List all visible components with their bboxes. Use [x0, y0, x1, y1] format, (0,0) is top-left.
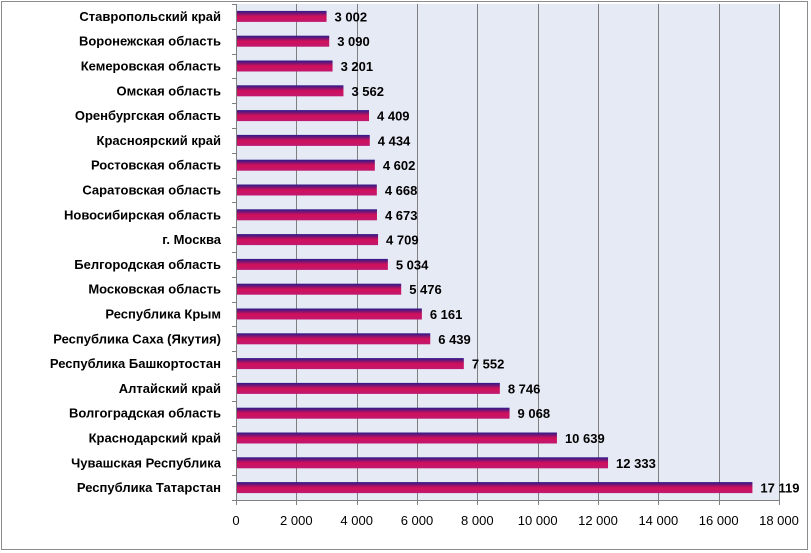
- bar: [236, 333, 431, 345]
- category-label: Краснодарский край: [89, 431, 221, 446]
- category-label: Республика Татарстан: [77, 480, 221, 495]
- bar: [236, 283, 402, 295]
- category-label: Белгородская область: [74, 257, 221, 272]
- value-label: 3 002: [335, 9, 368, 24]
- bar: [236, 60, 333, 72]
- bar: [236, 258, 388, 270]
- plot-area: [236, 4, 779, 500]
- bar: [236, 308, 422, 320]
- value-label: 4 409: [377, 109, 410, 124]
- value-labels: 3 002 3 090 3 201 3 562 4 409 4 434 4 602 4 668…: [335, 9, 800, 495]
- category-label: Ставропольский край: [79, 9, 221, 24]
- value-label: 4 673: [385, 208, 418, 223]
- value-label: 5 476: [409, 282, 442, 297]
- bar: [236, 234, 379, 246]
- value-label: 17 119: [760, 481, 799, 496]
- category-label: Волгоградская область: [69, 406, 221, 421]
- value-label: 8 746: [508, 381, 541, 396]
- value-label: 9 068: [518, 406, 551, 421]
- x-tick-label: 4 000: [340, 513, 373, 528]
- bar: [236, 457, 609, 469]
- category-label: г. Москва: [162, 232, 221, 247]
- category-label: Красноярский край: [97, 133, 221, 148]
- value-label: 5 034: [396, 257, 429, 272]
- value-label: 4 709: [386, 233, 419, 248]
- value-label: 10 639: [565, 431, 605, 446]
- bar: [236, 407, 510, 419]
- bar: [236, 184, 377, 196]
- x-tick-label: 6 000: [401, 513, 434, 528]
- x-tick-label: 2 000: [280, 513, 313, 528]
- value-label: 6 161: [430, 307, 463, 322]
- category-label: Алтайский край: [119, 381, 221, 396]
- category-label: Республика Крым: [105, 307, 221, 322]
- x-tick-label: 12 000: [578, 513, 618, 528]
- bar: [236, 432, 557, 444]
- category-label: Московская область: [88, 282, 221, 297]
- bar: [236, 110, 370, 122]
- x-tick-label: 16 000: [699, 513, 739, 528]
- category-label: Оренбургская область: [75, 108, 221, 123]
- category-label: Чувашская Республика: [71, 455, 222, 470]
- category-label: Саратовская область: [82, 183, 221, 198]
- category-labels: Ставропольский край Воронежская область Ке…: [50, 9, 222, 495]
- bar: [236, 134, 370, 146]
- value-label: 4 602: [383, 158, 416, 173]
- bar: [236, 482, 753, 494]
- bars: [236, 10, 753, 494]
- bar: [236, 209, 377, 221]
- x-axis: 0 2 000 4 000 6 000 8 000 10 000 12 000 14 000 1…: [232, 4, 799, 528]
- bar: [236, 10, 327, 22]
- bar: [236, 358, 464, 370]
- x-tick-label: 10 000: [518, 513, 558, 528]
- bar: [236, 159, 375, 171]
- category-label: Кемеровская область: [81, 59, 221, 74]
- value-label: 12 333: [616, 456, 656, 471]
- bar: [236, 35, 330, 47]
- value-label: 7 552: [472, 357, 505, 372]
- value-label: 3 201: [341, 59, 374, 74]
- category-label: Ростовская область: [91, 158, 221, 173]
- value-label: 4 434: [378, 133, 411, 148]
- x-tick-label: 8 000: [461, 513, 494, 528]
- category-label: Омская область: [117, 83, 221, 98]
- x-tick-label: 14 000: [638, 513, 678, 528]
- value-label: 3 562: [351, 84, 384, 99]
- value-label: 3 090: [337, 34, 370, 49]
- category-label: Новосибирская область: [64, 207, 221, 222]
- x-tick-label: 0: [232, 513, 239, 528]
- x-tick-label: 18 000: [759, 513, 799, 528]
- category-label: Республика Саха (Якутия): [53, 331, 221, 346]
- category-label: Воронежская область: [79, 34, 221, 49]
- bar: [236, 382, 500, 394]
- value-label: 4 668: [385, 183, 418, 198]
- category-label: Республика Башкортостан: [50, 356, 221, 371]
- value-label: 6 439: [438, 332, 471, 347]
- bar: [236, 85, 344, 97]
